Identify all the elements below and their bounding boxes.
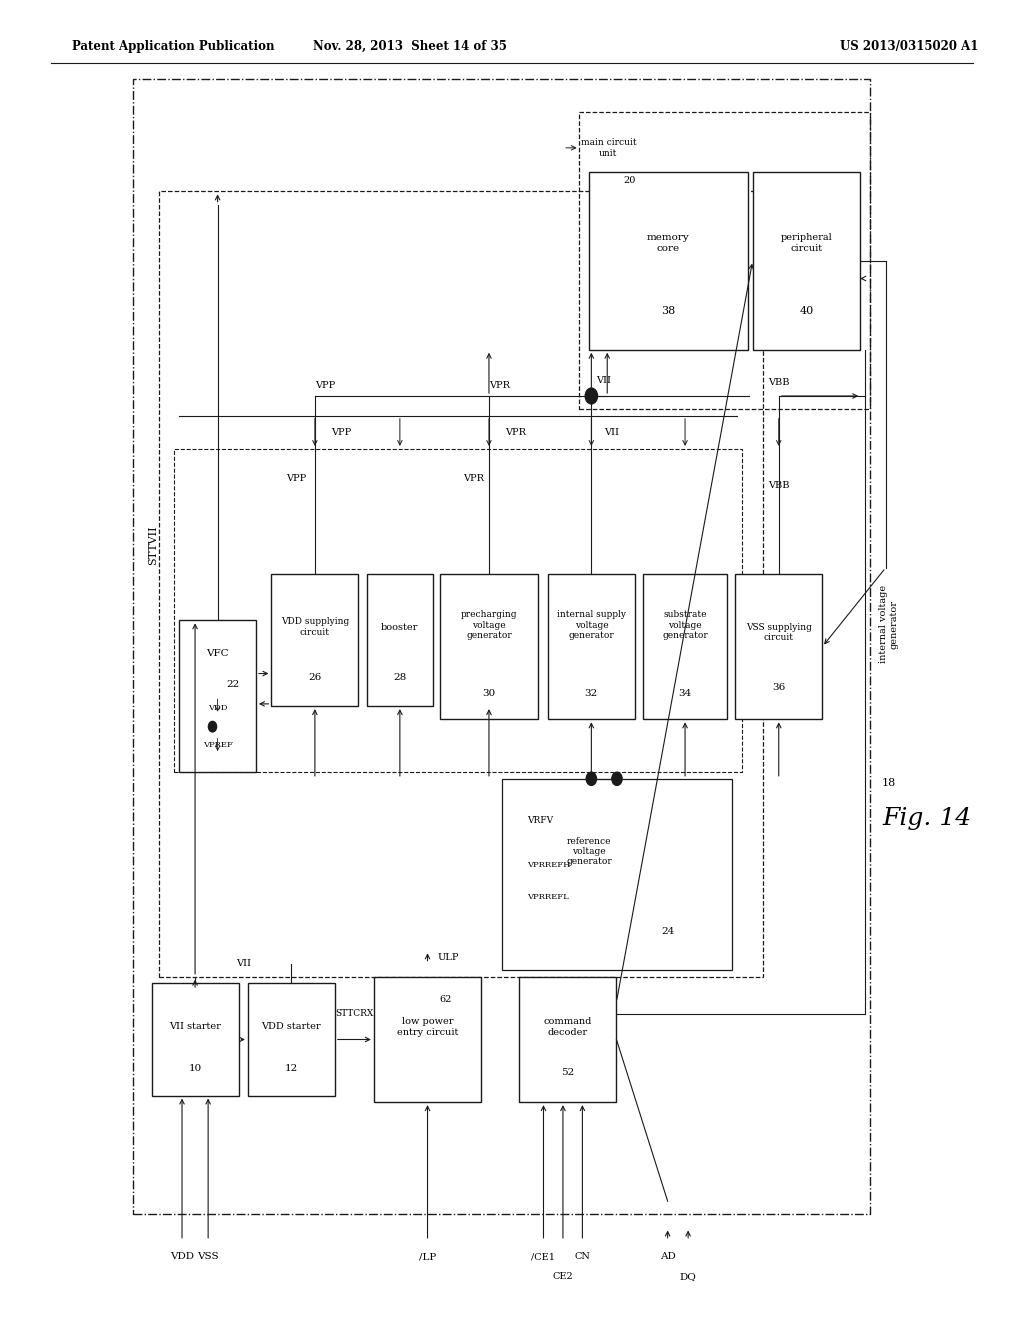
Text: internal voltage
generator: internal voltage generator	[880, 585, 898, 663]
Circle shape	[612, 772, 623, 785]
Bar	[367, 574, 433, 706]
Text: /LP: /LP	[419, 1253, 436, 1261]
Text: precharging
voltage
generator: precharging voltage generator	[461, 610, 517, 640]
Text: 12: 12	[285, 1064, 298, 1073]
Text: command
decoder: command decoder	[544, 1018, 592, 1036]
Text: 62: 62	[440, 995, 453, 1005]
Text: ULP: ULP	[438, 953, 459, 961]
Bar	[374, 977, 481, 1102]
Text: VPR: VPR	[488, 381, 510, 389]
Text: 52: 52	[561, 1068, 574, 1077]
Text: DQ: DQ	[680, 1272, 696, 1280]
Bar	[152, 983, 239, 1096]
Text: 34: 34	[679, 689, 691, 698]
Text: VPP: VPP	[332, 429, 351, 437]
Text: 24: 24	[662, 928, 674, 936]
Text: VII starter: VII starter	[169, 1022, 221, 1031]
Text: STTVII: STTVII	[148, 525, 159, 565]
Text: AD: AD	[659, 1253, 676, 1261]
Text: 40: 40	[800, 306, 813, 315]
Bar	[643, 574, 727, 719]
Text: VPR: VPR	[506, 429, 526, 437]
Text: 22: 22	[226, 680, 240, 689]
Text: peripheral
circuit: peripheral circuit	[780, 234, 833, 252]
Circle shape	[209, 721, 217, 731]
Text: VDD: VDD	[208, 705, 227, 713]
Bar	[179, 620, 256, 772]
Text: reference
voltage
generator: reference voltage generator	[566, 837, 612, 866]
Text: VRFV: VRFV	[527, 816, 554, 825]
Circle shape	[585, 388, 598, 404]
Text: VBB: VBB	[768, 480, 790, 490]
Bar	[248, 983, 335, 1096]
Bar	[519, 977, 616, 1102]
Text: 20: 20	[624, 176, 636, 185]
Text: VII: VII	[604, 429, 618, 437]
Bar	[579, 112, 870, 409]
Text: 26: 26	[308, 673, 322, 681]
Bar	[735, 574, 822, 719]
Text: Patent Application Publication: Patent Application Publication	[72, 40, 274, 53]
Bar	[548, 574, 635, 719]
Bar	[502, 779, 732, 970]
Bar	[159, 191, 763, 977]
Text: 32: 32	[585, 689, 598, 698]
Text: VDD supplying
circuit: VDD supplying circuit	[281, 618, 349, 636]
Text: VPR: VPR	[463, 474, 483, 483]
Text: 10: 10	[188, 1064, 202, 1073]
Text: CN: CN	[574, 1253, 591, 1261]
Bar	[271, 574, 358, 706]
Bar	[174, 449, 742, 772]
Text: CE2: CE2	[553, 1272, 573, 1280]
Text: VPP: VPP	[287, 474, 307, 483]
Text: memory
core: memory core	[647, 234, 689, 252]
Text: VSS supplying
circuit: VSS supplying circuit	[745, 623, 812, 642]
Text: VBB: VBB	[768, 379, 790, 387]
Text: 30: 30	[482, 689, 496, 698]
Text: main circuit
unit: main circuit unit	[581, 139, 636, 157]
Text: VPRREFL: VPRREFL	[527, 894, 569, 902]
Text: 18: 18	[882, 777, 896, 788]
Text: VII: VII	[236, 960, 251, 968]
Bar	[133, 79, 870, 1214]
Text: 38: 38	[662, 306, 675, 315]
Bar	[753, 172, 860, 350]
Text: booster: booster	[381, 623, 419, 631]
Text: 28: 28	[393, 673, 407, 681]
Text: VDD: VDD	[170, 1253, 194, 1261]
Bar	[589, 172, 748, 350]
Text: VDD starter: VDD starter	[261, 1022, 322, 1031]
Text: substrate
voltage
generator: substrate voltage generator	[663, 610, 708, 640]
Text: VSS: VSS	[198, 1253, 219, 1261]
Text: US 2013/0315020 A1: US 2013/0315020 A1	[840, 40, 978, 53]
Text: low power
entry circuit: low power entry circuit	[397, 1018, 458, 1036]
Text: 36: 36	[772, 682, 785, 692]
Text: STTCRX: STTCRX	[335, 1008, 374, 1018]
Text: VPRREFH: VPRREFH	[527, 861, 570, 869]
Circle shape	[586, 772, 596, 785]
Text: Fig. 14: Fig. 14	[882, 807, 972, 830]
Text: Nov. 28, 2013  Sheet 14 of 35: Nov. 28, 2013 Sheet 14 of 35	[312, 40, 507, 53]
Bar	[440, 574, 538, 719]
Text: VFC: VFC	[206, 649, 229, 659]
Text: internal supply
voltage
generator: internal supply voltage generator	[557, 610, 626, 640]
Text: VPREF: VPREF	[203, 741, 232, 748]
Text: VPP: VPP	[315, 381, 335, 389]
Text: VII: VII	[596, 376, 611, 384]
Text: /CE1: /CE1	[531, 1253, 555, 1261]
